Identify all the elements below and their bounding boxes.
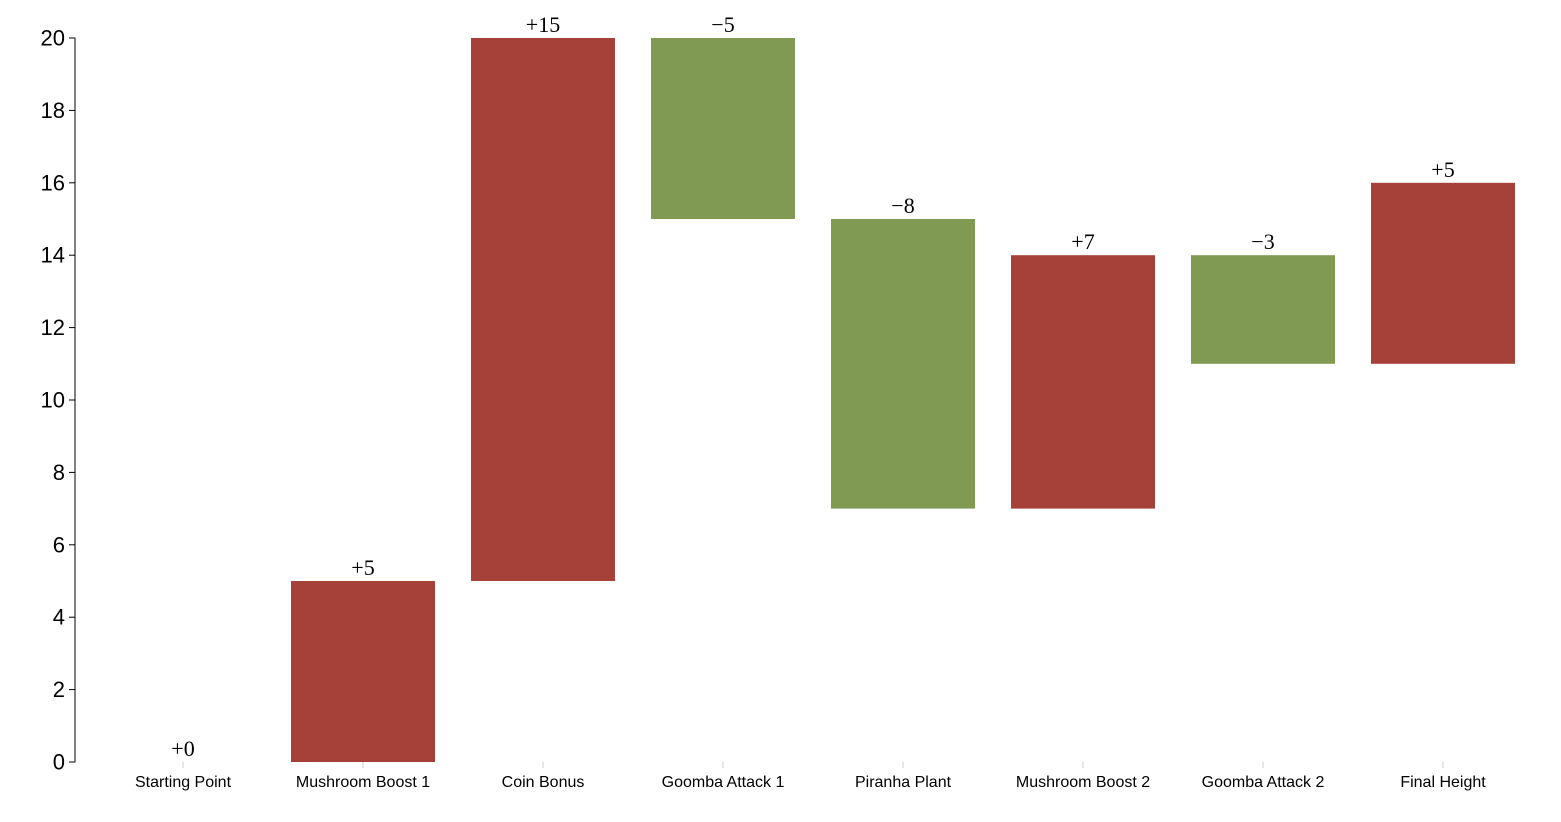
y-tick-label: 6 [53,532,65,557]
waterfall-bar [471,38,615,581]
y-tick-label: 20 [41,26,65,51]
x-category-label: Final Height [1400,774,1486,791]
bar-value-label: −3 [1251,229,1274,254]
x-category-label: Mushroom Boost 1 [296,774,430,791]
bar-value-label: +5 [351,555,374,580]
x-category-label: Goomba Attack 1 [662,774,785,791]
y-tick-label: 18 [41,98,65,123]
y-tick-label: 10 [41,388,65,413]
data-labels: +0 +5 +15 −5 −8 +7 −3 +5 [171,12,1454,761]
y-tick-label: 0 [53,750,65,775]
bars [291,38,1515,762]
y-axis: 0 2 4 6 8 10 12 14 16 18 20 [41,26,76,775]
y-tick-label: 4 [53,605,65,630]
x-category-label: Mushroom Boost 2 [1016,774,1150,791]
y-tick-label: 8 [53,460,65,485]
bar-value-label: +15 [526,12,560,37]
waterfall-bar [291,581,435,762]
waterfall-bar [1191,255,1335,364]
bar-value-label: +5 [1431,157,1454,182]
y-tick-label: 12 [41,315,65,340]
waterfall-bar [651,38,795,219]
waterfall-bar [831,219,975,509]
x-category-label: Goomba Attack 2 [1202,774,1325,791]
x-category-label: Starting Point [135,774,232,791]
bar-value-label: +0 [171,736,194,761]
y-tick-label: 16 [41,170,65,195]
bar-value-label: −5 [711,12,734,37]
x-axis: Starting Point Mushroom Boost 1 Coin Bonus… [135,762,1486,791]
x-category-label: Coin Bonus [502,774,585,791]
y-tick-label: 14 [41,243,65,268]
waterfall-bar [1371,182,1515,364]
bar-value-label: +7 [1071,229,1094,254]
y-tick-label: 2 [53,677,65,702]
x-category-label: Piranha Plant [855,774,952,791]
waterfall-bar [1011,255,1155,509]
bar-value-label: −8 [891,193,914,218]
